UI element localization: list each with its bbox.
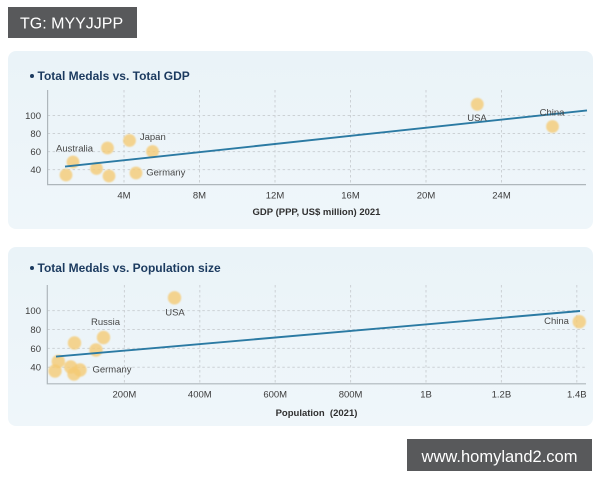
svg-text:Population (2021): Population (2021) (276, 408, 358, 419)
svg-text:China: China (540, 107, 566, 118)
svg-text:Germany: Germany (146, 168, 185, 179)
svg-text:1.4B: 1.4B (567, 390, 587, 401)
svg-text:400M: 400M (188, 390, 212, 401)
svg-text:TG: MYYJJPP: TG: MYYJJPP (20, 16, 123, 33)
svg-text:16M: 16M (341, 191, 360, 202)
svg-text:40: 40 (30, 165, 41, 176)
svg-text:24M: 24M (492, 191, 511, 202)
svg-text:www.homyland2.com: www.homyland2.com (421, 448, 578, 466)
svg-text:20M: 20M (417, 191, 436, 202)
svg-text:China: China (544, 316, 570, 327)
svg-text:Germany: Germany (92, 365, 131, 376)
svg-text:Total Medals vs. Total GDP: Total Medals vs. Total GDP (38, 69, 190, 83)
svg-text:GDP (PPP, US$ million) 2021: GDP (PPP, US$ million) 2021 (253, 207, 382, 218)
svg-text:USA: USA (165, 308, 185, 319)
svg-text:4M: 4M (117, 191, 130, 202)
svg-text:Total Medals vs. Population si: Total Medals vs. Population size (38, 261, 221, 275)
svg-text:Australia: Australia (56, 143, 94, 154)
svg-text:100: 100 (25, 111, 41, 122)
svg-text:USA: USA (467, 113, 487, 124)
svg-text:100: 100 (25, 306, 41, 317)
svg-text:Russia: Russia (91, 317, 121, 328)
svg-text:60: 60 (30, 344, 41, 355)
svg-text:800M: 800M (339, 390, 363, 401)
svg-text:80: 80 (30, 129, 41, 140)
svg-text:12M: 12M (266, 191, 285, 202)
svg-text:40: 40 (30, 363, 41, 374)
svg-text:600M: 600M (263, 390, 287, 401)
svg-text:1.2B: 1.2B (492, 390, 512, 401)
svg-text:8M: 8M (193, 191, 206, 202)
svg-text:200M: 200M (113, 390, 137, 401)
svg-text:60: 60 (30, 147, 41, 158)
svg-text:Japan: Japan (140, 132, 166, 143)
svg-text:80: 80 (30, 325, 41, 336)
svg-text:1B: 1B (420, 390, 432, 401)
